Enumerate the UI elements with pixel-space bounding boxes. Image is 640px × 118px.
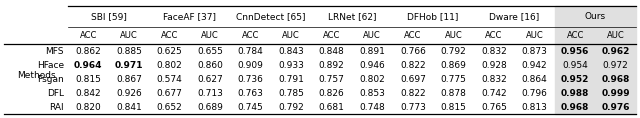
Text: 0.971: 0.971 — [115, 61, 143, 70]
Text: 0.826: 0.826 — [319, 88, 344, 97]
Text: 0.822: 0.822 — [400, 61, 426, 70]
Text: LRNet [62]: LRNet [62] — [328, 12, 376, 21]
Text: 0.926: 0.926 — [116, 88, 141, 97]
Text: 0.697: 0.697 — [400, 74, 426, 84]
Text: SBI [59]: SBI [59] — [91, 12, 127, 21]
Text: 0.864: 0.864 — [522, 74, 547, 84]
Text: 0.933: 0.933 — [278, 61, 304, 70]
Text: 0.862: 0.862 — [76, 46, 101, 55]
Text: 0.988: 0.988 — [561, 88, 589, 97]
Text: 0.841: 0.841 — [116, 103, 141, 112]
Text: 0.867: 0.867 — [116, 74, 142, 84]
Text: 0.968: 0.968 — [602, 74, 630, 84]
Text: Methods: Methods — [17, 71, 55, 80]
Text: 0.853: 0.853 — [359, 88, 385, 97]
Text: 0.796: 0.796 — [522, 88, 547, 97]
Text: 0.689: 0.689 — [197, 103, 223, 112]
Text: 0.625: 0.625 — [157, 46, 182, 55]
Text: 0.784: 0.784 — [237, 46, 264, 55]
Text: FaceAF [37]: FaceAF [37] — [163, 12, 216, 21]
Text: AUC: AUC — [607, 31, 625, 40]
Bar — [555, 6, 636, 114]
Text: 0.820: 0.820 — [76, 103, 101, 112]
Text: 0.677: 0.677 — [157, 88, 182, 97]
Text: 0.748: 0.748 — [360, 103, 385, 112]
Text: 0.843: 0.843 — [278, 46, 304, 55]
Text: 0.765: 0.765 — [481, 103, 507, 112]
Text: Dware [16]: Dware [16] — [489, 12, 540, 21]
Text: 0.792: 0.792 — [278, 103, 304, 112]
Text: RAI: RAI — [49, 103, 64, 112]
Text: 0.892: 0.892 — [319, 61, 344, 70]
Text: 0.822: 0.822 — [400, 88, 426, 97]
Text: 0.999: 0.999 — [602, 88, 630, 97]
Text: 0.802: 0.802 — [360, 74, 385, 84]
Text: 0.952: 0.952 — [561, 74, 589, 84]
Text: AUC: AUC — [525, 31, 543, 40]
Text: AUC: AUC — [282, 31, 300, 40]
Text: 0.848: 0.848 — [319, 46, 344, 55]
Text: AUC: AUC — [120, 31, 138, 40]
Text: 0.757: 0.757 — [319, 74, 345, 84]
Text: 0.832: 0.832 — [481, 46, 507, 55]
Text: 0.885: 0.885 — [116, 46, 142, 55]
Text: ACC: ACC — [566, 31, 584, 40]
Text: Ours: Ours — [585, 12, 606, 21]
Text: 0.968: 0.968 — [561, 103, 589, 112]
Text: DFL: DFL — [47, 88, 64, 97]
Text: 0.942: 0.942 — [522, 61, 547, 70]
Text: 0.792: 0.792 — [440, 46, 467, 55]
Text: 0.954: 0.954 — [563, 61, 588, 70]
Text: 0.775: 0.775 — [440, 74, 467, 84]
Text: 0.736: 0.736 — [237, 74, 264, 84]
Text: 0.815: 0.815 — [440, 103, 467, 112]
Text: 0.574: 0.574 — [157, 74, 182, 84]
Text: DFHob [11]: DFHob [11] — [408, 12, 459, 21]
Text: 0.785: 0.785 — [278, 88, 304, 97]
Text: 0.928: 0.928 — [481, 61, 507, 70]
Text: 0.773: 0.773 — [400, 103, 426, 112]
Text: ACC: ACC — [79, 31, 97, 40]
Text: 0.842: 0.842 — [76, 88, 101, 97]
Text: AUC: AUC — [364, 31, 381, 40]
Text: 0.763: 0.763 — [237, 88, 264, 97]
Text: 0.627: 0.627 — [197, 74, 223, 84]
Text: 0.869: 0.869 — [440, 61, 467, 70]
Text: HFace: HFace — [37, 61, 64, 70]
Text: 0.742: 0.742 — [481, 88, 507, 97]
Text: 0.972: 0.972 — [603, 61, 628, 70]
Text: 0.681: 0.681 — [319, 103, 345, 112]
Text: CnnDetect [65]: CnnDetect [65] — [236, 12, 306, 21]
Text: AUC: AUC — [201, 31, 219, 40]
Text: 0.745: 0.745 — [237, 103, 264, 112]
Text: 0.962: 0.962 — [602, 46, 630, 55]
Text: ACC: ACC — [242, 31, 259, 40]
Text: 0.832: 0.832 — [481, 74, 507, 84]
Text: 0.964: 0.964 — [74, 61, 102, 70]
Text: 0.860: 0.860 — [197, 61, 223, 70]
Text: MFS: MFS — [45, 46, 64, 55]
Text: ACC: ACC — [161, 31, 178, 40]
Text: Fsgan: Fsgan — [37, 74, 64, 84]
Text: 0.946: 0.946 — [360, 61, 385, 70]
Text: 0.891: 0.891 — [359, 46, 385, 55]
Text: 0.878: 0.878 — [440, 88, 467, 97]
Text: 0.976: 0.976 — [602, 103, 630, 112]
Text: ACC: ACC — [404, 31, 422, 40]
Text: 0.813: 0.813 — [522, 103, 547, 112]
Text: 0.766: 0.766 — [400, 46, 426, 55]
Text: 0.713: 0.713 — [197, 88, 223, 97]
Text: 0.956: 0.956 — [561, 46, 589, 55]
Text: 0.909: 0.909 — [237, 61, 264, 70]
Text: AUC: AUC — [445, 31, 462, 40]
Text: 0.655: 0.655 — [197, 46, 223, 55]
Text: 0.873: 0.873 — [522, 46, 547, 55]
Text: 0.652: 0.652 — [157, 103, 182, 112]
Text: 0.791: 0.791 — [278, 74, 304, 84]
Text: 0.815: 0.815 — [76, 74, 101, 84]
Text: 0.802: 0.802 — [157, 61, 182, 70]
Text: ACC: ACC — [323, 31, 340, 40]
Text: ACC: ACC — [485, 31, 502, 40]
